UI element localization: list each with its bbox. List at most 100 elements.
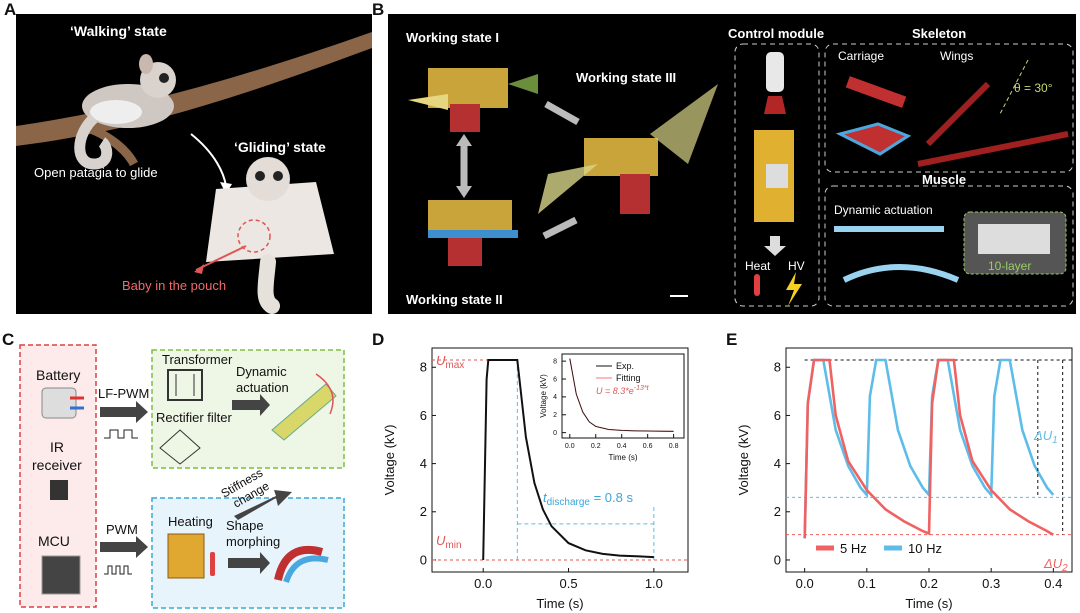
chart-d-ticks: 0.0 0.5 1.0 0 2 4 6 8 xyxy=(420,360,663,591)
chart-e-series xyxy=(803,358,1055,539)
skeleton-label: Skeleton xyxy=(912,26,966,41)
thermometer-icon-c xyxy=(210,552,215,576)
chart-e-ylabel: Voltage (kV) xyxy=(736,425,751,496)
lfpwm-label: LF-PWM xyxy=(98,386,149,401)
x-tick-label: 0.0 xyxy=(796,576,814,591)
y-tick-label: 6 xyxy=(774,408,781,423)
arrow-ws1-ws2-head-top xyxy=(456,134,472,146)
gliding-state-label: ‘Gliding’ state xyxy=(234,139,326,155)
panel-label-d: D xyxy=(372,330,385,349)
ir-receiver-icon xyxy=(50,480,68,500)
control-module-label: Control module xyxy=(728,26,824,41)
thermometer-icon xyxy=(754,274,760,296)
panel-c-diagram: Battery IR receiver MCU LF-PWM PWM Trans… xyxy=(19,344,345,609)
panel-label-c: C xyxy=(2,330,15,349)
y-tick-label: 4 xyxy=(553,394,557,401)
x-tick-label: 0.3 xyxy=(982,576,1000,591)
pwm-label: PWM xyxy=(106,522,138,537)
umin-label: Umin xyxy=(436,533,462,551)
skeleton-box xyxy=(824,43,1074,173)
ws3-label: Working state III xyxy=(576,70,676,85)
transition-arrow xyxy=(190,133,227,187)
y-tick-label: 6 xyxy=(420,408,427,423)
dynamic-label-2: actuation xyxy=(236,380,289,395)
carriage-folded xyxy=(835,122,912,156)
arrow-ws2-ws3 xyxy=(542,216,578,240)
ten-layer-stack xyxy=(978,224,1050,254)
panel-label-e: E xyxy=(726,330,738,349)
robot-state-2 xyxy=(428,200,518,266)
y-tick-label: 8 xyxy=(420,360,427,375)
robot-state-1 xyxy=(408,68,538,132)
mcu-chip-icon xyxy=(41,555,81,595)
ir-label-1: IR xyxy=(50,439,64,455)
chart-e-xlabel: Time (s) xyxy=(905,596,952,611)
shape-morph-icon-inner xyxy=(283,555,329,584)
x-tick-label: 0.6 xyxy=(643,443,653,450)
inset-ylabel: Voltage (kV) xyxy=(539,374,548,418)
chart-d-series-line xyxy=(482,359,654,561)
chart-d-xlabel: Time (s) xyxy=(536,596,583,611)
walking-glider-eye xyxy=(159,73,169,83)
lightning-icon xyxy=(786,272,802,306)
inset-exp-line xyxy=(569,358,674,432)
muscle-box xyxy=(824,185,1074,307)
remote-icon xyxy=(766,52,784,92)
dynamic-label-1: Dynamic xyxy=(236,364,287,379)
battery-icon xyxy=(41,387,77,419)
lfpwm-wave-icon xyxy=(104,429,138,439)
panel-label-b: B xyxy=(372,0,385,19)
legend-5hz: 5 Hz xyxy=(840,541,867,556)
ws1-label: Working state I xyxy=(406,30,499,45)
arrow-shape xyxy=(228,552,270,574)
transformer-icon xyxy=(167,369,203,401)
tdis-label: tdischarge = 0.8 s xyxy=(543,490,633,508)
gliding-glider-eye-right xyxy=(273,171,283,181)
y-tick-label: 0 xyxy=(553,430,557,437)
actuator-flat xyxy=(834,226,944,232)
x-tick-label: 0.0 xyxy=(474,576,492,591)
x-tick-label: 0.2 xyxy=(591,443,601,450)
series-line-5hz xyxy=(803,358,1054,539)
legend-exp: Exp. xyxy=(616,361,634,371)
pwm-wave-icon xyxy=(104,565,132,575)
wing-left xyxy=(925,81,991,147)
arrow-stiffness xyxy=(234,490,292,520)
carriage-top xyxy=(845,76,907,108)
walking-glider-ear xyxy=(139,54,153,74)
arrow-ws1-ws3 xyxy=(544,100,580,126)
y-tick-label: 2 xyxy=(553,412,557,419)
wing-right xyxy=(917,131,1069,167)
y-tick-label: 8 xyxy=(774,360,781,375)
inset-xlabel: Time (s) xyxy=(608,453,637,462)
walking-glider-tail xyxy=(74,113,113,170)
umax-label: Umax xyxy=(436,353,464,371)
gliding-glider-head xyxy=(246,157,290,201)
branch-shape xyxy=(16,32,372,146)
x-tick-label: 0.2 xyxy=(920,576,938,591)
dynamic-actuation-label: Dynamic actuation xyxy=(834,203,933,217)
dynamic-actuator-icon xyxy=(271,383,337,441)
legend-10hz: 10 Hz xyxy=(908,541,942,556)
panel-a-illustration: ‘Walking’ state ‘Gliding’ state Open pat… xyxy=(16,23,372,314)
baby-pouch-label: Baby in the pouch xyxy=(122,278,226,293)
x-tick-label: 0.5 xyxy=(559,576,577,591)
y-tick-label: 8 xyxy=(553,358,557,365)
du1-label: ΔU1 xyxy=(1033,428,1058,446)
control-module-box xyxy=(734,43,820,307)
pouch-pointer-head xyxy=(194,264,204,274)
y-tick-label: 4 xyxy=(774,456,781,471)
fit-equation: U = 8.3*e-13*t xyxy=(596,385,650,396)
y-tick-label: 6 xyxy=(553,376,557,383)
actuator-bent xyxy=(842,264,960,283)
x-tick-label: 0.1 xyxy=(858,576,876,591)
panel-label-a: A xyxy=(4,0,17,19)
transformer-label: Transformer xyxy=(162,352,233,367)
shape-morph-icon xyxy=(274,545,324,581)
open-patagia-label: Open patagia to glide xyxy=(34,165,158,180)
du2-label: ΔU2 xyxy=(1043,556,1068,574)
x-tick-label: 1.0 xyxy=(645,576,663,591)
theta-label: θ = 30° xyxy=(1014,81,1053,95)
legend-fit: Fitting xyxy=(616,373,641,383)
panel-a: ‘Walking’ state ‘Gliding’ state Open pat… xyxy=(16,14,372,314)
